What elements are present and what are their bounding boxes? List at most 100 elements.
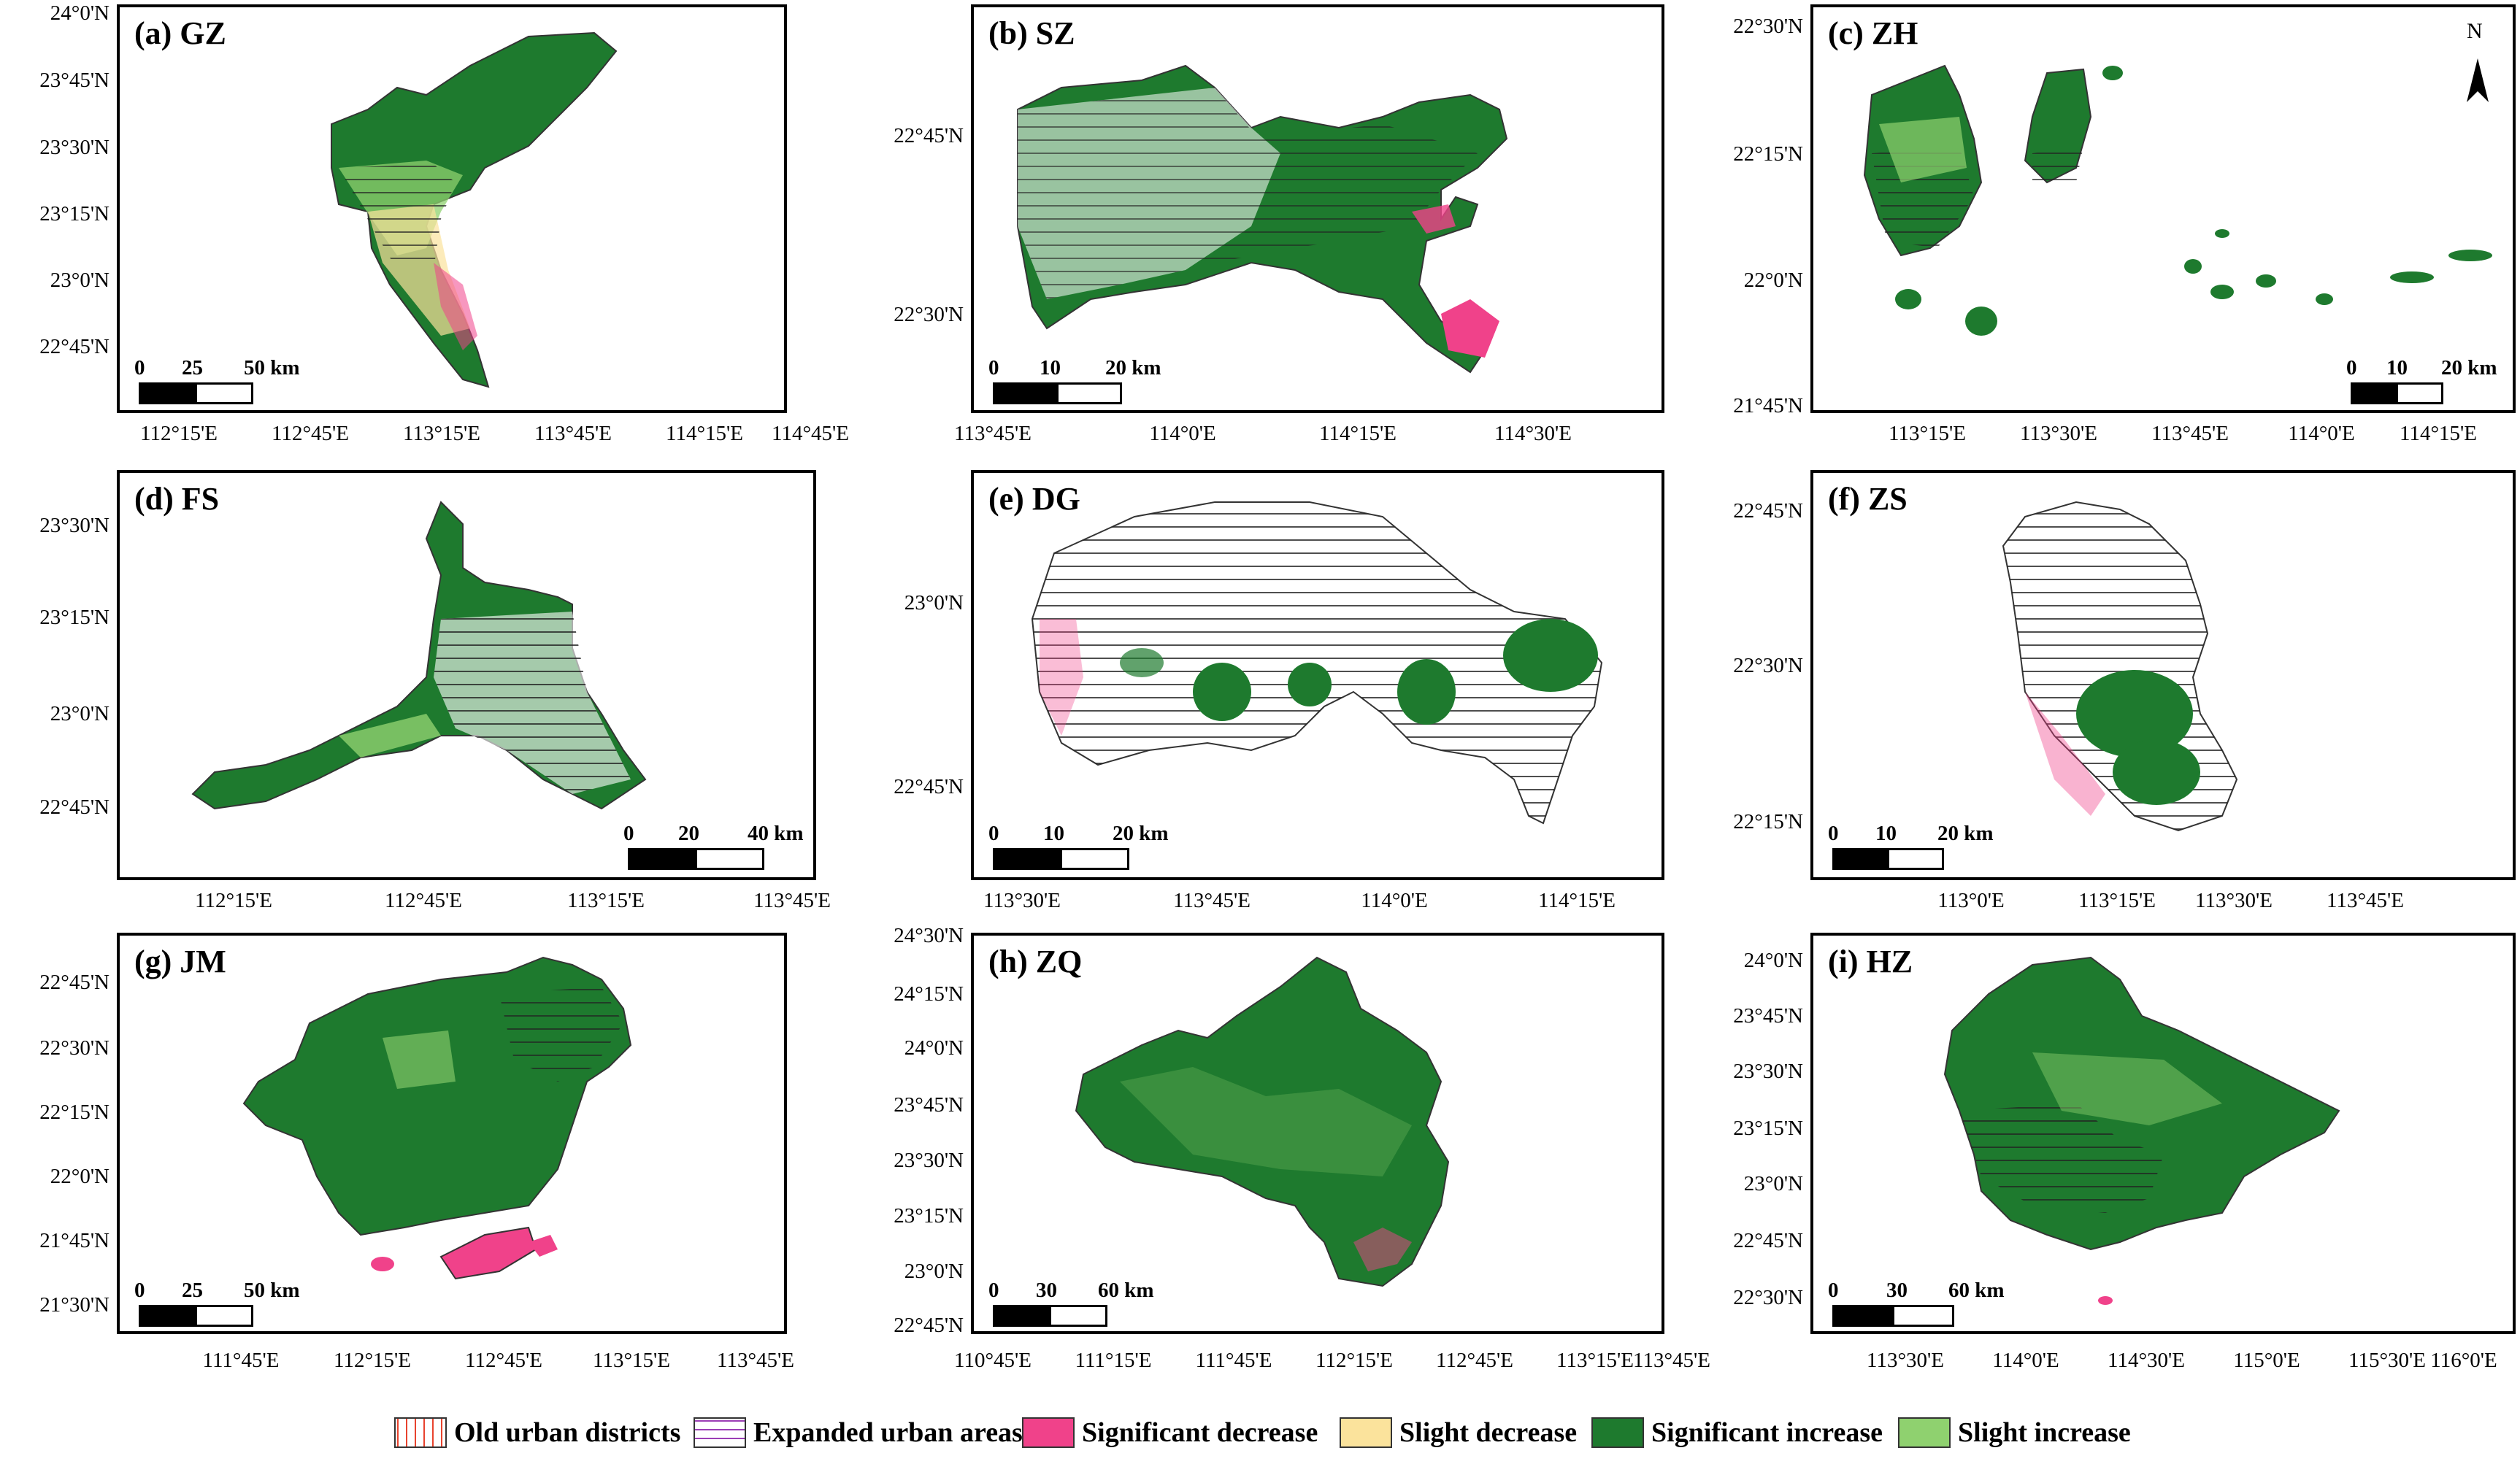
panel-dg: (e) DG 0 10 20 km bbox=[971, 470, 1664, 880]
lat-label: 23°0'N bbox=[1743, 1172, 1803, 1195]
panel-title: (h) ZQ bbox=[988, 944, 1083, 979]
lon-label: 114°15'E bbox=[2400, 422, 2477, 445]
lon-label: 115°0'E bbox=[2233, 1349, 2300, 1372]
lat-label: 22°30'N bbox=[1733, 1286, 1803, 1309]
lon-label: 112°15'E bbox=[140, 422, 218, 445]
lon-label: 112°15'E bbox=[334, 1349, 411, 1372]
expanded-urban-swatch-icon bbox=[694, 1417, 746, 1448]
lon-label: 113°45'E bbox=[1633, 1349, 1710, 1372]
lon-label: 114°0'E bbox=[1992, 1349, 2059, 1372]
panel-title: (f) ZS bbox=[1828, 481, 1908, 517]
lat-label: 22°15'N bbox=[1733, 810, 1803, 833]
panel-title: (e) DG bbox=[988, 481, 1080, 517]
panel-sz: (b) SZ 0 10 20 km bbox=[971, 4, 1664, 413]
lon-label: 114°30'E bbox=[1494, 422, 1572, 445]
lat-label: 22°45'N bbox=[39, 335, 110, 358]
map-jm bbox=[242, 956, 632, 1280]
legend-label: Significant increase bbox=[1651, 1417, 1883, 1448]
legend-label: Significant decrease bbox=[1082, 1417, 1318, 1448]
lon-label: 116°0'E bbox=[2430, 1349, 2497, 1372]
lat-label: 23°15'N bbox=[894, 1204, 964, 1228]
legend-label: Slight decrease bbox=[1399, 1417, 1578, 1448]
panel-gz: (a) GZ 0 25 50 km bbox=[117, 4, 787, 413]
old-urban-swatch-icon bbox=[394, 1417, 447, 1448]
lat-label: 22°45'N bbox=[894, 775, 964, 798]
lat-label: 23°0'N bbox=[904, 1260, 964, 1283]
panel-title: (b) SZ bbox=[988, 15, 1075, 51]
lat-label: 23°45'N bbox=[39, 69, 110, 92]
lon-label: 114°0'E bbox=[1149, 422, 1216, 445]
legend-label: Old urban districts bbox=[454, 1417, 681, 1448]
scale-bar: 0 10 20 km bbox=[2346, 356, 2520, 407]
lon-label: 113°30'E bbox=[983, 889, 1061, 912]
lat-label: 23°0'N bbox=[50, 269, 110, 292]
lon-label: 114°45'E bbox=[772, 422, 849, 445]
lat-label: 22°45'N bbox=[39, 795, 110, 819]
legend-item: Significant decrease bbox=[1022, 1414, 1318, 1451]
map-gz bbox=[331, 31, 618, 388]
lat-label: 24°0'N bbox=[1743, 949, 1803, 972]
lat-label: 24°30'N bbox=[894, 924, 964, 947]
lat-label: 23°30'N bbox=[39, 136, 110, 159]
lat-label: 22°45'N bbox=[894, 1314, 964, 1337]
north-label: N bbox=[2467, 19, 2483, 43]
scale-bar: 0 10 20 km bbox=[1828, 822, 2047, 873]
panel-jm: (g) JM 0 25 50 km bbox=[117, 933, 787, 1334]
lon-label: 114°15'E bbox=[1319, 422, 1397, 445]
lon-label: 113°15'E bbox=[1889, 422, 1966, 445]
lat-label: 22°45'N bbox=[1733, 499, 1803, 523]
lon-label: 113°45'E bbox=[534, 422, 612, 445]
lat-label: 22°30'N bbox=[39, 1036, 110, 1060]
lon-label: 113°0'E bbox=[1937, 889, 2005, 912]
north-arrow-icon bbox=[2467, 58, 2489, 102]
lon-label: 111°45'E bbox=[1195, 1349, 1272, 1372]
panel-zq: (h) ZQ 0 30 60 km bbox=[971, 933, 1664, 1334]
lon-label: 113°30'E bbox=[2020, 422, 2097, 445]
scale-bar: 0 20 40 km bbox=[623, 822, 813, 873]
lat-label: 22°45'N bbox=[894, 124, 964, 147]
lon-label: 113°15'E bbox=[403, 422, 480, 445]
panel-title: (a) GZ bbox=[134, 15, 226, 51]
scale-bar: 0 10 20 km bbox=[988, 822, 1207, 873]
significant-decrease-swatch-icon bbox=[1022, 1417, 1075, 1448]
lat-label: 22°0'N bbox=[1743, 269, 1803, 292]
region-zq bbox=[1075, 956, 1450, 1287]
lat-label: 24°15'N bbox=[894, 982, 964, 1006]
lon-label: 111°15'E bbox=[1075, 1349, 1152, 1372]
legend-label: Expanded urban areas bbox=[753, 1417, 1023, 1448]
lon-label: 113°15'E bbox=[1556, 1349, 1634, 1372]
lon-label: 113°15'E bbox=[2078, 889, 2156, 912]
scale-bar: 0 30 60 km bbox=[988, 1279, 1207, 1330]
lat-label: 22°45'N bbox=[39, 971, 110, 994]
lon-label: 115°30'E bbox=[2348, 1349, 2426, 1372]
legend-item: Slight decrease bbox=[1340, 1414, 1577, 1451]
lat-label: 21°45'N bbox=[39, 1229, 110, 1252]
lon-label: 113°15'E bbox=[593, 1349, 670, 1372]
lon-label: 111°45'E bbox=[202, 1349, 280, 1372]
legend-item: Old urban districts bbox=[394, 1414, 680, 1451]
lon-label: 113°45'E bbox=[717, 1349, 794, 1372]
map-fs bbox=[191, 501, 647, 810]
lat-label: 23°15'N bbox=[1733, 1117, 1803, 1140]
lon-label: 112°45'E bbox=[385, 889, 462, 912]
lon-label: 113°45'E bbox=[2151, 422, 2229, 445]
slight-increase-swatch-icon bbox=[1898, 1417, 1951, 1448]
lat-label: 23°15'N bbox=[39, 606, 110, 629]
panel-hz: (i) HZ 0 30 60 km bbox=[1810, 933, 2516, 1334]
lon-label: 114°0'E bbox=[1361, 889, 1428, 912]
scale-bar: 0 25 50 km bbox=[134, 356, 353, 407]
scale-bar: 0 25 50 km bbox=[134, 1279, 353, 1330]
map-dg bbox=[1031, 501, 1603, 825]
lat-label: 23°45'N bbox=[894, 1093, 964, 1117]
lat-label: 23°0'N bbox=[50, 702, 110, 725]
lon-label: 113°45'E bbox=[1173, 889, 1251, 912]
map-sz bbox=[1017, 64, 1508, 374]
lat-label: 22°45'N bbox=[1733, 1229, 1803, 1252]
lon-label: 113°30'E bbox=[1867, 1349, 1944, 1372]
lon-label: 110°45'E bbox=[954, 1349, 1032, 1372]
lon-label: 114°15'E bbox=[1538, 889, 1616, 912]
lat-label: 24°0'N bbox=[50, 1, 110, 25]
panel-zs: (f) ZS 0 10 20 km bbox=[1810, 470, 2516, 880]
lon-label: 114°0'E bbox=[2288, 422, 2355, 445]
panel-title: (g) JM bbox=[134, 944, 226, 979]
